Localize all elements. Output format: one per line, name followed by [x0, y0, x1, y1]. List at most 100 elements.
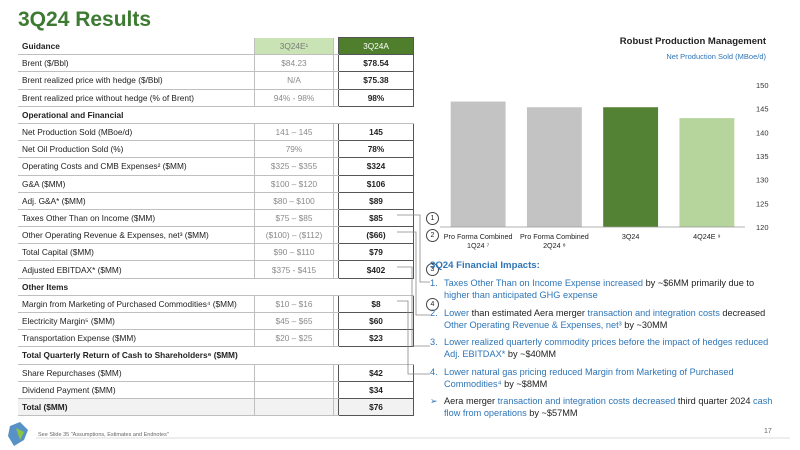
section-label: Total Quarterly Return of Cash to Shareh… [18, 346, 414, 365]
table-row: Brent realized price without hedge (% of… [18, 88, 414, 107]
connectors [397, 214, 430, 375]
y-tick-label: 150 [756, 81, 769, 90]
row-label: Other Operating Revenue & Expenses, net³… [18, 226, 250, 245]
table-row: Other Operating Revenue & Expenses, net³… [18, 226, 439, 245]
item-marker: ➢ [430, 396, 438, 407]
row-label: Total Capital ($MM) [18, 243, 250, 262]
estimate: $20 – $25 [254, 329, 334, 348]
chart-subtitle: Net Production Sold (MBoe/d) [666, 52, 766, 61]
impacts: 3Q24 Financial Impacts: 1. Taxes Other Th… [430, 260, 782, 426]
spacer [250, 398, 255, 417]
footnote: See Slide 35 "Assumptions, Estimates and… [38, 432, 169, 438]
spacer [333, 192, 339, 210]
estimate: $325 – $355 [254, 157, 334, 176]
spacer [333, 329, 339, 348]
spacer [333, 295, 339, 314]
spacer [250, 71, 255, 90]
row-label: G&A ($MM) [18, 175, 250, 193]
estimate: $84.23 [254, 54, 334, 73]
table-row: Adjusted EBITDAX* ($MM) $375 - $415 $402 3 [18, 260, 439, 279]
spacer [333, 140, 339, 159]
note-marker: 3 [426, 263, 439, 277]
y-tick-label: 145 [756, 105, 769, 114]
page-number: 17 [764, 428, 772, 435]
text-part: cash flow from operations [444, 396, 773, 419]
section-row: Other Items [18, 278, 414, 296]
estimate: $10 – $16 [254, 295, 334, 314]
item-text: Lower natural gas pricing reduced Margin… [444, 367, 782, 391]
x-tick-label: Pro Forma Combined 2Q24 ⁸ [520, 232, 589, 250]
spacer [333, 89, 339, 107]
item-marker: 4. [430, 366, 438, 377]
item-text: Lower realized quarterly commodity price… [444, 337, 782, 361]
item-text: Taxes Other Than on Income Expense incre… [444, 278, 782, 302]
row-label: Share Repurchases ($MM) [18, 364, 250, 382]
estimate: $45 – $65 [254, 312, 334, 331]
actual: $8 4 [338, 294, 439, 314]
estimate: $375 - $415 [254, 260, 334, 279]
text-part: Lower [444, 307, 470, 318]
spacer [333, 243, 339, 262]
estimate: 94% - 98% [254, 89, 334, 107]
estimate: N/A [254, 71, 334, 90]
spacer [250, 89, 255, 107]
bar [679, 118, 735, 227]
spacer [250, 260, 255, 279]
row-label: Brent realized price with hedge ($/Bbl) [18, 71, 250, 90]
item-marker: 1. [430, 278, 438, 289]
table-row: Net Oil Production Sold (%) 79% 78% [18, 140, 414, 159]
bar [603, 107, 659, 227]
table-row: Electricity Margin⁵ ($MM) $45 – $65 $60 [18, 311, 414, 331]
note-marker: 2 [426, 229, 439, 243]
spacer [333, 226, 339, 245]
spacer [333, 157, 339, 176]
spacer [250, 295, 255, 314]
text-part: Lower natural gas pricing reduced Margin… [444, 366, 734, 389]
bar [526, 107, 582, 227]
impacts-title: 3Q24 Financial Impacts: [430, 260, 540, 271]
spacer [333, 175, 339, 193]
x-tick-label: Pro Forma Combined 1Q24 ⁷ [443, 232, 513, 250]
estimate: ($100) – ($112) [254, 226, 334, 245]
estimate [254, 381, 334, 399]
header-label: Guidance [18, 37, 250, 56]
row-label: Operating Costs and CMB Expenses² ($MM) [18, 157, 250, 176]
x-tick-label: 3Q24 [621, 232, 640, 241]
item-marker: 3. [430, 337, 438, 348]
table-row: Total ($MM) $76 [18, 397, 414, 417]
y-tick-label: 130 [756, 176, 769, 185]
text-part: Taxes Other Than on Income Expense incre… [444, 278, 644, 289]
row-label: Electricity Margin⁵ ($MM) [18, 312, 250, 331]
text-part: transaction and integration costs [587, 307, 720, 318]
text-part: by ~$57MM [526, 408, 578, 419]
table-row: Operating Costs and CMB Expenses² ($MM) $… [18, 157, 414, 176]
section-row: Total Quarterly Return of Cash to Shareh… [18, 346, 414, 365]
table-row: Transportation Expense ($MM) $20 – $25 $23 [18, 329, 414, 348]
spacer [250, 123, 255, 142]
actual: 98% [338, 88, 414, 107]
y-tick-label: 140 [756, 128, 769, 137]
impact-item: 4. Lower natural gas pricing reduced Marg… [430, 367, 782, 391]
spacer [333, 312, 339, 331]
spacer [333, 260, 339, 279]
estimate: $90 – $110 [254, 243, 334, 262]
actual: $76 [338, 397, 414, 417]
text-part: transaction and integration costs decrea… [497, 396, 676, 407]
item-marker: 2. [430, 307, 438, 318]
impact-item: 2. Lower than estimated Aera merger trans… [430, 308, 782, 332]
y-tick-label: 135 [756, 152, 769, 161]
table-row: Margin from Marketing of Purchased Commo… [18, 294, 439, 314]
text-part: higher than anticipated GHG expense [444, 290, 598, 301]
spacer [333, 364, 339, 382]
estimate: $100 – $120 [254, 175, 334, 193]
header-estimate: 3Q24E¹ [254, 37, 334, 56]
actual: $85 1 [338, 208, 439, 228]
estimate: 141 – 145 [254, 123, 334, 142]
estimate: $75 – $85 [254, 209, 334, 228]
table-row: Brent realized price with hedge ($/Bbl) N… [18, 71, 414, 90]
table-row: G&A ($MM) $100 – $120 $106 [18, 174, 414, 193]
section-label: Operational and Financial [18, 106, 414, 124]
row-label: Net Oil Production Sold (%) [18, 140, 250, 159]
text-part: decreased [719, 307, 766, 318]
